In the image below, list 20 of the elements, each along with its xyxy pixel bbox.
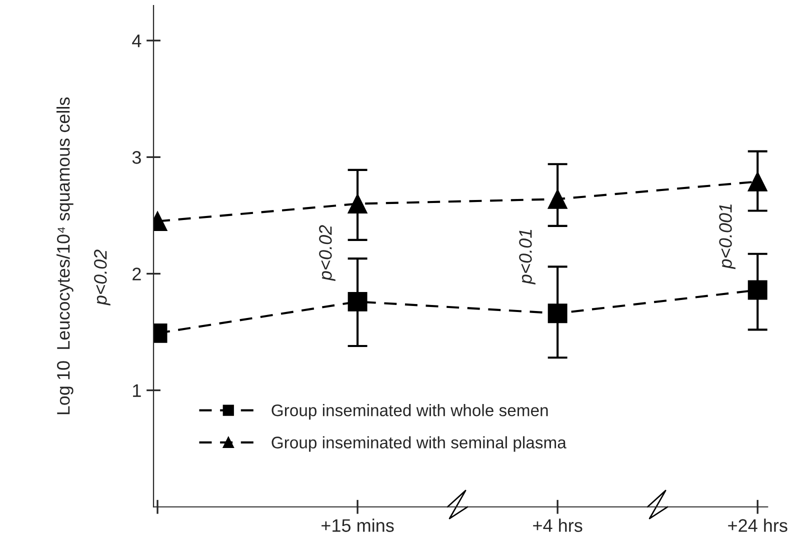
point bbox=[348, 292, 368, 312]
point bbox=[548, 304, 568, 324]
y-tick-label: 2 bbox=[132, 268, 141, 280]
annotation: p<0.02 bbox=[319, 225, 336, 282]
point bbox=[748, 280, 768, 300]
y-tick-label: 4 bbox=[132, 34, 142, 48]
text: p<0.02 bbox=[94, 250, 110, 306]
annotation: p<0.001 bbox=[719, 204, 736, 270]
y-tick-label: 3 bbox=[132, 151, 141, 164]
legend-label: Group inseminated with whole semen bbox=[272, 404, 548, 420]
y-axis-title: Log 10 Leucocytes/10⁴ squamous cells bbox=[56, 97, 74, 414]
x-tick-label: +24 hrs bbox=[728, 518, 788, 532]
y-tick-label: 1 bbox=[133, 384, 141, 397]
x-tick-label: +15 mins bbox=[322, 518, 394, 532]
x-tick-label: +4 hrs bbox=[533, 518, 582, 532]
point bbox=[748, 172, 768, 192]
annotation: p<0.01 bbox=[519, 230, 536, 285]
point bbox=[348, 194, 368, 214]
point bbox=[548, 189, 568, 209]
legend-label: Group inseminated with seminal plasma bbox=[272, 436, 566, 452]
